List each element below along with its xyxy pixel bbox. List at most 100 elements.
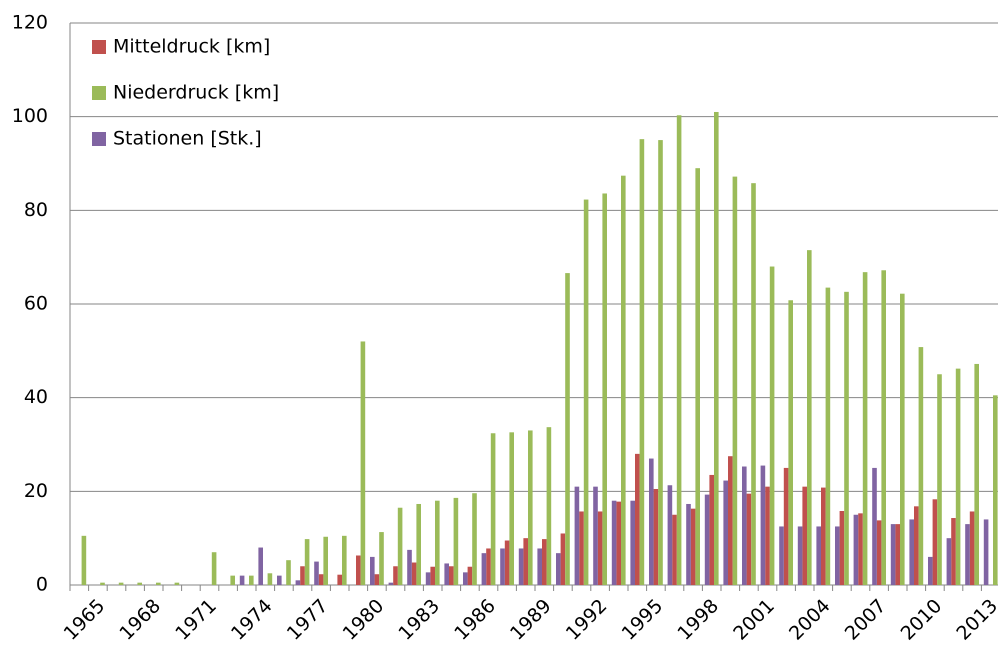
bar (542, 539, 547, 585)
bar (653, 488, 659, 585)
bar (602, 193, 607, 585)
y-tick-label: 80 (24, 199, 48, 221)
bar (779, 526, 784, 585)
bar (481, 553, 487, 585)
x-tick-label: 1995 (618, 595, 668, 645)
bar (374, 574, 380, 585)
x-tick-label: 2010 (897, 595, 947, 645)
y-tick-label: 20 (24, 480, 48, 502)
bar (211, 552, 217, 585)
bar (876, 520, 882, 585)
bar (546, 427, 552, 585)
x-tick-label: 1968 (115, 595, 165, 645)
bar (965, 524, 970, 585)
bar (472, 493, 477, 585)
bar (490, 433, 496, 585)
bar (825, 287, 831, 585)
bar (983, 519, 989, 585)
bar (504, 540, 510, 585)
x-tick-label: 1983 (394, 595, 444, 645)
bar (769, 266, 775, 585)
bar (853, 514, 859, 585)
bar (393, 566, 398, 585)
bar (946, 538, 952, 585)
bar (709, 474, 714, 585)
bar (788, 300, 793, 585)
bar (732, 176, 738, 585)
legend: Mitteldruck [km] Niederdruck [km] Statione… (92, 36, 279, 150)
x-tick-label: 2004 (785, 595, 835, 645)
bar (723, 480, 728, 585)
bar (416, 503, 421, 585)
bar (639, 139, 645, 585)
bar (597, 511, 603, 585)
bar (537, 548, 542, 585)
bar (518, 548, 524, 585)
x-tick-label: 1998 (673, 595, 723, 645)
bar (156, 582, 161, 585)
bar (872, 467, 877, 585)
bar (918, 347, 924, 585)
bar (797, 526, 803, 585)
bar (914, 506, 919, 585)
bar (565, 273, 570, 585)
x-tick-label: 1977 (283, 595, 333, 645)
bar (672, 514, 677, 585)
bar (993, 395, 998, 585)
bar (635, 453, 640, 585)
x-tick-label: 2001 (729, 595, 779, 645)
bar (695, 168, 700, 585)
legend-label: Stationen [Stk.] (113, 128, 262, 150)
bar (379, 532, 384, 585)
legend-swatch (92, 86, 106, 100)
bar (286, 560, 291, 585)
bar (100, 582, 105, 585)
bar (611, 500, 617, 585)
bar (742, 466, 747, 585)
bar (407, 549, 412, 585)
bar (807, 250, 812, 585)
bar (760, 465, 766, 585)
bar (258, 547, 263, 585)
bar (844, 291, 849, 585)
bar (821, 487, 826, 585)
x-tick-label: 1986 (450, 595, 500, 645)
x-tick-label: 1971 (171, 595, 221, 645)
bar (835, 526, 840, 585)
bar (360, 341, 366, 585)
bar (449, 566, 454, 585)
bar (621, 175, 626, 585)
bar (909, 519, 914, 585)
bar (318, 574, 324, 585)
bar (932, 499, 938, 585)
bar (453, 497, 459, 585)
x-tick-label: 1974 (227, 595, 277, 645)
bar (579, 511, 584, 585)
bar (137, 582, 142, 585)
bar (751, 183, 756, 586)
x-tick-label: 2007 (841, 595, 891, 645)
bar (239, 575, 245, 585)
bar (974, 363, 979, 585)
legend-label: Niederdruck [km] (113, 82, 279, 104)
bar (802, 486, 807, 585)
bar (435, 500, 440, 585)
bar (900, 293, 905, 585)
bar (356, 555, 361, 585)
bar (118, 582, 124, 585)
bar (783, 467, 789, 585)
bar (583, 199, 589, 586)
bar (676, 115, 682, 586)
bar (314, 561, 319, 585)
bar (690, 508, 696, 585)
bar (500, 548, 505, 585)
bar (463, 572, 468, 585)
bar (370, 556, 375, 585)
bar (277, 575, 282, 585)
bar (509, 432, 514, 585)
bar (890, 524, 896, 585)
bar (616, 501, 621, 585)
y-tick-label: 0 (36, 574, 48, 596)
bar (560, 533, 566, 585)
